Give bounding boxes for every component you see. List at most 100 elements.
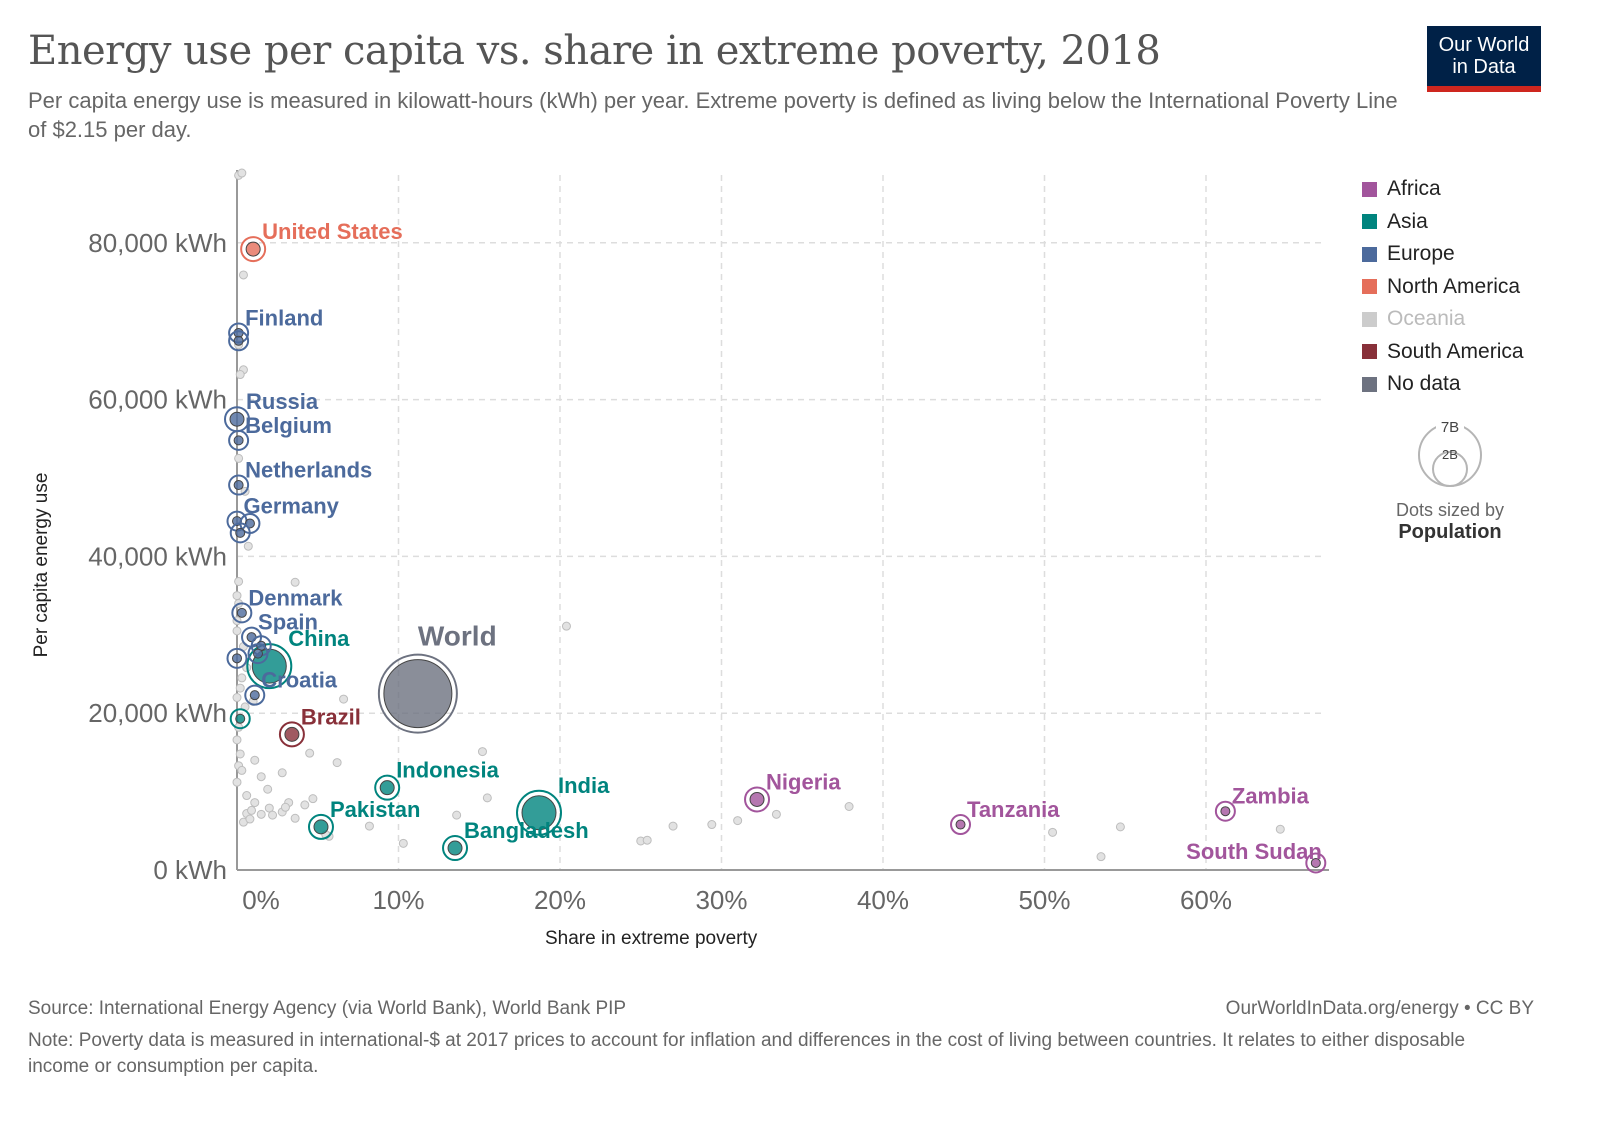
background-point[interactable] [263, 784, 273, 794]
legend-label: Europe [1387, 242, 1455, 266]
background-point[interactable] [452, 810, 462, 820]
background-point[interactable] [398, 838, 408, 848]
data-point-netherlands[interactable] [228, 474, 250, 496]
background-point[interactable] [707, 820, 717, 830]
background-point[interactable] [332, 758, 342, 768]
background-point[interactable] [232, 693, 242, 703]
background-point[interactable] [268, 810, 278, 820]
background-point[interactable] [561, 621, 571, 631]
legend-item-no-data[interactable]: No data [1362, 368, 1524, 401]
background-point[interactable] [237, 168, 247, 178]
point-label: Finland [245, 305, 323, 330]
logo-line-2: in Data [1452, 56, 1516, 78]
background-point[interactable] [844, 801, 854, 811]
point-label: Indonesia [396, 758, 499, 783]
data-point-world[interactable] [377, 653, 458, 734]
background-point[interactable] [250, 755, 260, 765]
background-point[interactable] [237, 673, 247, 683]
data-point-germany-3[interactable] [229, 522, 251, 544]
background-point[interactable] [277, 768, 287, 778]
y-axis-label: Per capita energy use [31, 472, 52, 658]
background-point[interactable] [235, 683, 245, 693]
background-point[interactable] [245, 814, 255, 824]
data-point-zambia[interactable] [1214, 800, 1236, 822]
data-point-belgium[interactable] [228, 429, 250, 451]
labeled-points [224, 236, 1327, 874]
background-point[interactable] [477, 747, 487, 757]
credit-link[interactable]: OurWorldInData.org/energy • CC BY [1225, 998, 1534, 1019]
point-label: Germany [244, 494, 340, 519]
data-point-denmark[interactable] [231, 602, 253, 624]
background-point[interactable] [243, 541, 253, 551]
background-point[interactable] [232, 735, 242, 745]
data-point-europe-b[interactable] [247, 643, 269, 665]
background-point[interactable] [305, 748, 315, 758]
point-labels: World China India United States Indonesia Pak… [244, 219, 1322, 864]
legend-item-asia[interactable]: Asia [1362, 206, 1524, 239]
legend-item-south-america[interactable]: South America [1362, 336, 1524, 369]
background-point[interactable] [247, 805, 257, 815]
background-point[interactable] [733, 816, 743, 826]
data-point-india[interactable] [516, 789, 563, 836]
data-point-tanzania[interactable] [950, 814, 972, 836]
source-text: Source: International Energy Agency (via… [28, 998, 627, 1019]
background-point[interactable] [237, 765, 247, 775]
data-point-asia-a[interactable] [229, 708, 251, 730]
data-point-finland-2[interactable] [228, 330, 250, 352]
size-legend-circles: 7B 2B [1418, 417, 1482, 487]
background-point[interactable] [339, 694, 349, 704]
data-point-croatia[interactable] [244, 684, 266, 706]
legend-item-oceania[interactable]: Oceania [1362, 303, 1524, 336]
background-point[interactable] [642, 835, 652, 845]
legend-item-north-america[interactable]: North America [1362, 271, 1524, 304]
background-point[interactable] [1275, 824, 1285, 834]
background-point[interactable] [256, 809, 266, 819]
background-point[interactable] [232, 777, 242, 787]
background-point[interactable] [232, 626, 242, 636]
background-point[interactable] [1115, 822, 1125, 832]
data-point-south-sudan[interactable] [1305, 852, 1327, 874]
background-point[interactable] [235, 749, 245, 759]
background-point[interactable] [771, 809, 781, 819]
point-marker [447, 840, 463, 856]
data-point-bangladesh[interactable] [442, 835, 469, 862]
background-point[interactable] [364, 821, 374, 831]
data-point-europe-c[interactable] [226, 647, 248, 669]
background-points [232, 168, 1285, 862]
data-point-pakistan[interactable] [307, 813, 334, 840]
x-tick-label: 10% [372, 885, 424, 915]
background-point[interactable] [238, 270, 248, 280]
background-point[interactable] [300, 800, 310, 810]
axes: 0 kWh 20,000 kWh 40,000 kWh 60,000 kWh 80,00… [88, 170, 1329, 915]
background-point[interactable] [290, 577, 300, 587]
chart-title: Energy use per capita vs. share in extre… [28, 28, 1161, 74]
background-point[interactable] [668, 821, 678, 831]
background-point[interactable] [235, 370, 245, 380]
legend-swatch [1362, 344, 1377, 360]
background-point[interactable] [234, 453, 244, 463]
background-point[interactable] [290, 813, 300, 823]
data-point-indonesia[interactable] [374, 774, 401, 801]
y-tick-label: 20,000 kWh [88, 698, 227, 728]
size-circle-2b [1432, 451, 1468, 487]
background-point[interactable] [1048, 827, 1058, 837]
background-point[interactable] [250, 798, 260, 808]
size-label-bg [1436, 417, 1464, 435]
legend-item-africa[interactable]: Africa [1362, 173, 1524, 206]
data-point-brazil[interactable] [278, 721, 305, 748]
legend-label: Asia [1387, 209, 1428, 233]
background-point[interactable] [280, 802, 290, 812]
data-point-united-states[interactable] [240, 236, 267, 263]
background-point[interactable] [234, 576, 244, 586]
background-point[interactable] [242, 791, 252, 801]
x-tick-label: 0% [242, 885, 280, 915]
owid-logo[interactable]: Our World in Data [1427, 26, 1541, 92]
background-point[interactable] [482, 793, 492, 803]
legend-item-europe[interactable]: Europe [1362, 238, 1524, 271]
background-point[interactable] [1096, 852, 1106, 862]
data-point-nigeria[interactable] [744, 786, 771, 813]
background-point[interactable] [308, 794, 318, 804]
background-point[interactable] [232, 591, 242, 601]
point-highlight-ring [229, 708, 251, 730]
background-point[interactable] [256, 772, 266, 782]
